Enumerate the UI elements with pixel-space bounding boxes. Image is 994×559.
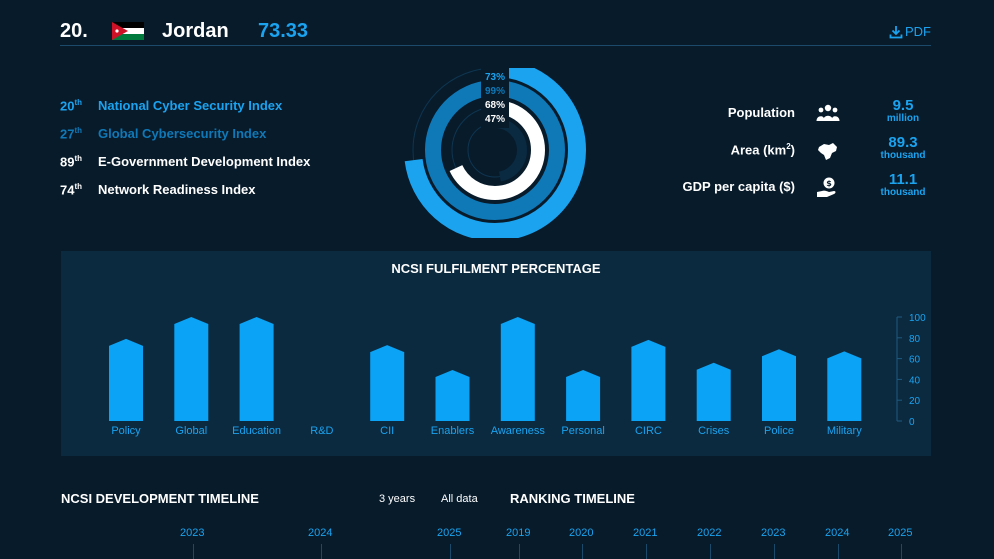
index-row-ncsi[interactable]: 20th National Cyber Security Index bbox=[60, 98, 310, 126]
timeline-gridline bbox=[519, 544, 520, 559]
ranking-timeline-year: 2025 bbox=[888, 527, 913, 539]
bar-policy[interactable] bbox=[109, 338, 143, 421]
bar-police[interactable] bbox=[762, 349, 796, 421]
x-tick-label: Police bbox=[764, 425, 794, 437]
country-stats: Population 9.5 million Area (km2) 89.3 t bbox=[660, 98, 935, 209]
range-3-years-button[interactable]: 3 years bbox=[379, 493, 416, 505]
index-donut-chart: 73% 99% 68% 47% bbox=[387, 59, 607, 243]
dev-timeline-year: 2024 bbox=[308, 527, 333, 539]
stat-label: GDP per capita ($) bbox=[682, 179, 795, 194]
bar-chart-svg: 0 20 40 60 80 100 Policy Global Education R&D CII E… bbox=[109, 313, 926, 437]
bar-circ[interactable] bbox=[631, 339, 666, 421]
stat-value: 89.3 thousand bbox=[880, 134, 926, 161]
country-score: 73.33 bbox=[258, 20, 309, 42]
donut-label-backing bbox=[481, 68, 509, 128]
svg-text:$: $ bbox=[826, 179, 832, 188]
donut-svg: 73% 99% 68% 47% bbox=[404, 59, 586, 241]
x-tick-label: CIRC bbox=[635, 425, 662, 437]
timeline-gridline bbox=[450, 544, 451, 559]
index-row-nri[interactable]: 74th Network Readiness Index bbox=[60, 182, 310, 210]
country-rank: 20. bbox=[60, 20, 88, 42]
chart-title: NCSI FULFILMENT PERCENTAGE bbox=[391, 261, 601, 276]
stat-value: 9.5 million bbox=[886, 97, 920, 124]
dev-timeline-title: NCSI DEVELOPMENT TIMELINE bbox=[61, 491, 259, 506]
ranking-timeline-year: 2022 bbox=[697, 527, 722, 539]
y-tick-label: 60 bbox=[909, 355, 921, 366]
range-all-data-button[interactable]: All data bbox=[441, 493, 478, 505]
x-tick-label: CII bbox=[380, 425, 394, 437]
country-name: Jordan bbox=[162, 20, 229, 42]
index-rank: 89th bbox=[60, 154, 83, 170]
ranking-timeline-year: 2023 bbox=[761, 527, 786, 539]
y-tick-label: 0 bbox=[909, 417, 915, 428]
y-tick-label: 100 bbox=[909, 313, 926, 324]
x-tick-label: Military bbox=[827, 425, 862, 437]
ranking-timeline-year: 2020 bbox=[569, 527, 594, 539]
stat-population: Population 9.5 million bbox=[660, 98, 935, 135]
ranking-timeline-year: 2019 bbox=[506, 527, 531, 539]
index-label: National Cyber Security Index bbox=[98, 98, 283, 114]
dev-timeline-year: 2025 bbox=[437, 527, 462, 539]
index-rankings-list: 20th National Cyber Security Index 27th … bbox=[60, 98, 310, 210]
stat-label: Area (km2) bbox=[730, 142, 795, 158]
index-rank: 74th bbox=[60, 182, 83, 198]
money-hand-icon: $ bbox=[815, 176, 841, 200]
timeline-gridline bbox=[582, 544, 583, 559]
x-tick-label: Enablers bbox=[431, 425, 475, 437]
y-tick-label: 20 bbox=[909, 396, 921, 407]
timeline-gridline bbox=[646, 544, 647, 559]
index-row-gci[interactable]: 27th Global Cybersecurity Index bbox=[60, 126, 310, 154]
pdf-label: PDF bbox=[905, 24, 931, 39]
ranking-timeline-year: 2024 bbox=[825, 527, 850, 539]
download-icon bbox=[889, 25, 903, 38]
x-tick-label: Policy bbox=[111, 425, 141, 437]
donut-ring-label: 73% bbox=[485, 72, 505, 83]
pdf-download-button[interactable]: PDF bbox=[889, 24, 931, 39]
bar-education[interactable] bbox=[239, 317, 274, 421]
index-rank: 27th bbox=[60, 126, 83, 142]
map-icon bbox=[815, 139, 841, 163]
stat-value: 11.1 thousand bbox=[880, 171, 926, 198]
x-tick-label: Awareness bbox=[491, 425, 546, 437]
bar-crises[interactable] bbox=[696, 362, 731, 421]
x-tick-label: Education bbox=[232, 425, 281, 437]
country-header: 20. Jordan 73.33 PDF bbox=[60, 18, 931, 46]
timeline-gridline bbox=[193, 544, 194, 559]
index-label: Global Cybersecurity Index bbox=[98, 126, 267, 142]
x-tick-label: Personal bbox=[561, 425, 604, 437]
ranking-timeline-title: RANKING TIMELINE bbox=[510, 491, 635, 506]
bar-awareness[interactable] bbox=[500, 317, 535, 421]
dev-timeline-year: 2023 bbox=[180, 527, 205, 539]
y-tick-label: 40 bbox=[909, 375, 921, 386]
timeline-gridline bbox=[710, 544, 711, 559]
ncsi-fulfilment-chart: NCSI FULFILMENT PERCENTAGE 0 20 40 60 80 100 P… bbox=[61, 251, 931, 456]
index-label: E-Government Development Index bbox=[98, 154, 311, 170]
x-tick-label: R&D bbox=[310, 425, 333, 437]
timeline-gridline bbox=[901, 544, 902, 559]
index-rank: 20th bbox=[60, 98, 83, 114]
stat-area: Area (km2) 89.3 thousand bbox=[660, 135, 935, 172]
timeline-gridline bbox=[321, 544, 322, 559]
stat-label: Population bbox=[727, 105, 795, 120]
index-row-egdi[interactable]: 89th E-Government Development Index bbox=[60, 154, 310, 182]
bar-personal[interactable] bbox=[566, 370, 601, 421]
donut-ring-label: 99% bbox=[485, 86, 505, 97]
timeline-gridline bbox=[774, 544, 775, 559]
ranking-timeline-year: 2021 bbox=[633, 527, 658, 539]
timeline-gridline bbox=[838, 544, 839, 559]
bar-military[interactable] bbox=[827, 351, 862, 421]
x-tick-label: Crises bbox=[698, 425, 730, 437]
stat-gdp: GDP per capita ($) $ 11.1 thousand bbox=[660, 172, 935, 209]
x-tick-label: Global bbox=[175, 425, 207, 437]
index-label: Network Readiness Index bbox=[98, 182, 256, 198]
jordan-flag-icon bbox=[112, 22, 144, 40]
donut-ring-label: 47% bbox=[485, 114, 505, 125]
bar-cii[interactable] bbox=[370, 345, 405, 421]
people-icon bbox=[815, 102, 841, 126]
y-tick-label: 80 bbox=[909, 334, 921, 345]
bar-global[interactable] bbox=[174, 317, 209, 421]
bar-enablers[interactable] bbox=[435, 370, 470, 421]
donut-ring-label: 68% bbox=[485, 100, 505, 111]
